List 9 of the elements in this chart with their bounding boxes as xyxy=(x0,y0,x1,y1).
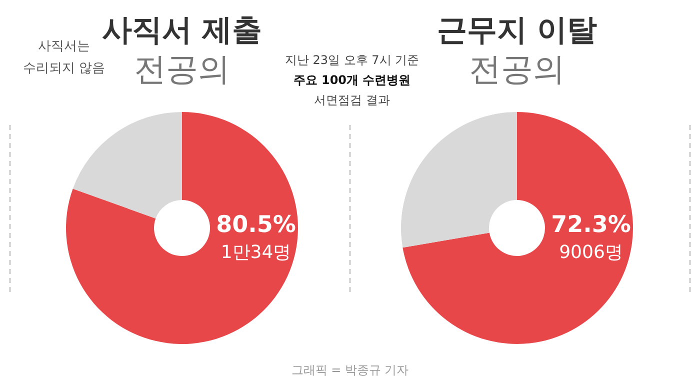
data-label: 72.3% 9006명 xyxy=(551,212,631,263)
text: 주요 100개 수련병원 xyxy=(293,73,411,87)
chart-subtitle: 전공의 xyxy=(469,50,565,88)
text: 서면점검 결과 xyxy=(314,93,390,107)
text: 지난 23일 오후 7시 기준 xyxy=(284,53,420,67)
data-label: 80.5% 1만34명 xyxy=(216,212,296,263)
chart-title: 근무지 이탈 xyxy=(436,13,598,48)
text: 그래픽 = 박종규 기자 xyxy=(291,363,409,377)
chart-subtitle: 전공의 xyxy=(134,50,230,88)
